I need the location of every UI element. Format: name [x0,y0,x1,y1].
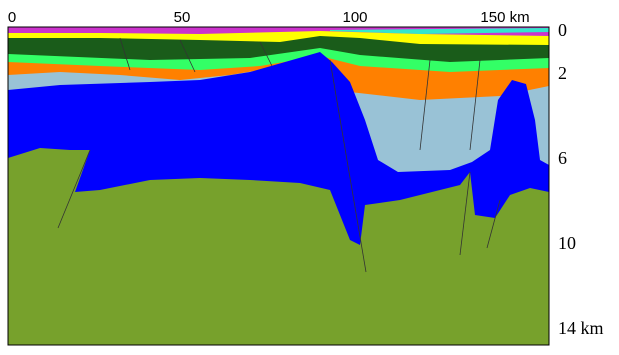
depth-label: 14 km [558,318,604,338]
page: 0 50 100 150 km 0 2 6 10 14 km (() => { … [0,0,619,355]
depth-label: 0 [558,20,567,40]
distance-label: 50 [174,9,191,26]
depth-label: 6 [558,148,567,168]
distance-label: 0 [8,9,16,26]
distance-label: 100 [342,9,367,26]
depth-label: 10 [558,233,576,253]
layers [8,27,549,345]
cross-section: 0 50 100 150 km 0 2 6 10 14 km [0,0,619,355]
distance-label: 150 km [480,9,529,26]
depth-label: 2 [558,63,567,83]
